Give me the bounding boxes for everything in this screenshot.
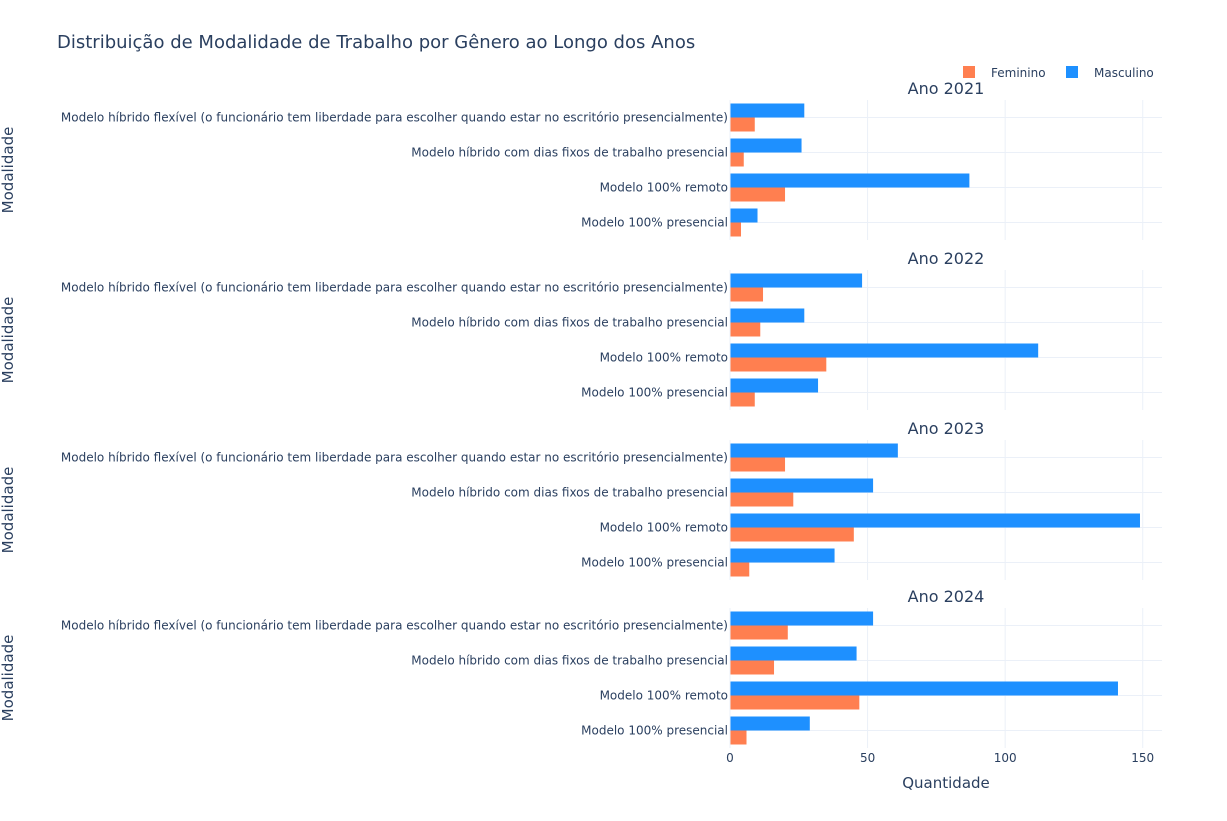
bar-masculino [730, 308, 805, 323]
bar-masculino [730, 138, 802, 153]
bar-masculino [730, 173, 970, 188]
legend-swatch-feminino [963, 66, 975, 78]
y-axis-title: Modalidade [0, 127, 17, 214]
panel-2: Ano 2022 Modelo híbrido flexível (o funci… [0, 249, 1162, 410]
bar-masculino [730, 681, 1118, 696]
bar-feminino [730, 695, 860, 710]
bar-feminino [730, 392, 755, 407]
x-axis: 0 50 100 150 [726, 751, 1154, 765]
panels: Ano 2021 Modelo híbrido flexível (o funci… [0, 79, 1162, 748]
y-axis-title: Modalidade [0, 635, 17, 722]
bar-masculino [730, 103, 805, 118]
panel-4: Ano 2024 Modelo híbrido flexível (o funci… [0, 587, 1162, 748]
bar-feminino [730, 660, 775, 675]
x-tick-label: 0 [726, 751, 734, 765]
bar-feminino [730, 187, 786, 202]
legend[interactable]: Feminino Masculino [963, 66, 1154, 80]
y-tick-label: Modelo 100% remoto [600, 181, 728, 195]
legend-label-masculino: Masculino [1094, 66, 1154, 80]
legend-label-feminino: Feminino [991, 66, 1046, 80]
y-tick-label: Modelo 100% remoto [600, 351, 728, 365]
bar-feminino [730, 287, 764, 302]
bar-masculino [730, 611, 874, 626]
y-tick-label: Modelo híbrido flexível (o funcionário t… [61, 451, 728, 465]
y-tick-label: Modelo híbrido flexível (o funcionário t… [61, 111, 728, 125]
bar-feminino [730, 152, 744, 167]
y-tick-label: Modelo híbrido com dias fixos de trabalh… [411, 654, 728, 668]
y-tick-label: Modelo híbrido flexível (o funcionário t… [61, 619, 728, 633]
bar-masculino [730, 443, 898, 458]
x-tick-label: 50 [860, 751, 875, 765]
panel-1: Ano 2021 Modelo híbrido flexível (o funci… [0, 79, 1162, 240]
y-axis-title: Modalidade [0, 297, 17, 384]
chart-title: Distribuição de Modalidade de Trabalho p… [57, 32, 695, 53]
bar-feminino [730, 527, 854, 542]
y-tick-label: Modelo 100% presencial [581, 724, 728, 738]
bar-feminino [730, 625, 788, 640]
bar-feminino [730, 562, 750, 577]
panel-3: Ano 2023 Modelo híbrido flexível (o funci… [0, 419, 1162, 580]
bar-feminino [730, 322, 761, 337]
x-tick-label: 150 [1131, 751, 1154, 765]
panel-title: Ano 2023 [908, 419, 985, 438]
y-tick-label: Modelo híbrido com dias fixos de trabalh… [411, 146, 728, 160]
bar-masculino [730, 208, 758, 223]
bar-feminino [730, 492, 794, 507]
bar-masculino [730, 378, 819, 393]
x-tick-label: 100 [994, 751, 1017, 765]
bar-feminino [730, 457, 786, 472]
x-axis-title: Quantidade [902, 774, 990, 792]
y-tick-label: Modelo 100% remoto [600, 689, 728, 703]
y-tick-label: Modelo 100% presencial [581, 556, 728, 570]
y-tick-label: Modelo 100% presencial [581, 216, 728, 230]
legend-swatch-masculino [1066, 66, 1078, 78]
bar-feminino [730, 357, 827, 372]
y-axis-title: Modalidade [0, 467, 17, 554]
bar-masculino [730, 478, 874, 493]
bar-feminino [730, 117, 755, 132]
bar-masculino [730, 548, 835, 563]
bar-masculino [730, 273, 863, 288]
panel-title: Ano 2022 [908, 249, 985, 268]
panel-title: Ano 2021 [908, 79, 985, 98]
bar-masculino [730, 343, 1039, 358]
bar-feminino [730, 222, 742, 237]
y-tick-label: Modelo híbrido com dias fixos de trabalh… [411, 486, 728, 500]
y-tick-label: Modelo 100% presencial [581, 386, 728, 400]
panel-title: Ano 2024 [908, 587, 985, 606]
bar-masculino [730, 646, 857, 661]
bar-masculino [730, 513, 1140, 528]
y-tick-label: Modelo 100% remoto [600, 521, 728, 535]
y-tick-label: Modelo híbrido com dias fixos de trabalh… [411, 316, 728, 330]
bar-feminino [730, 730, 747, 745]
bar-masculino [730, 716, 810, 731]
y-tick-label: Modelo híbrido flexível (o funcionário t… [61, 281, 728, 295]
